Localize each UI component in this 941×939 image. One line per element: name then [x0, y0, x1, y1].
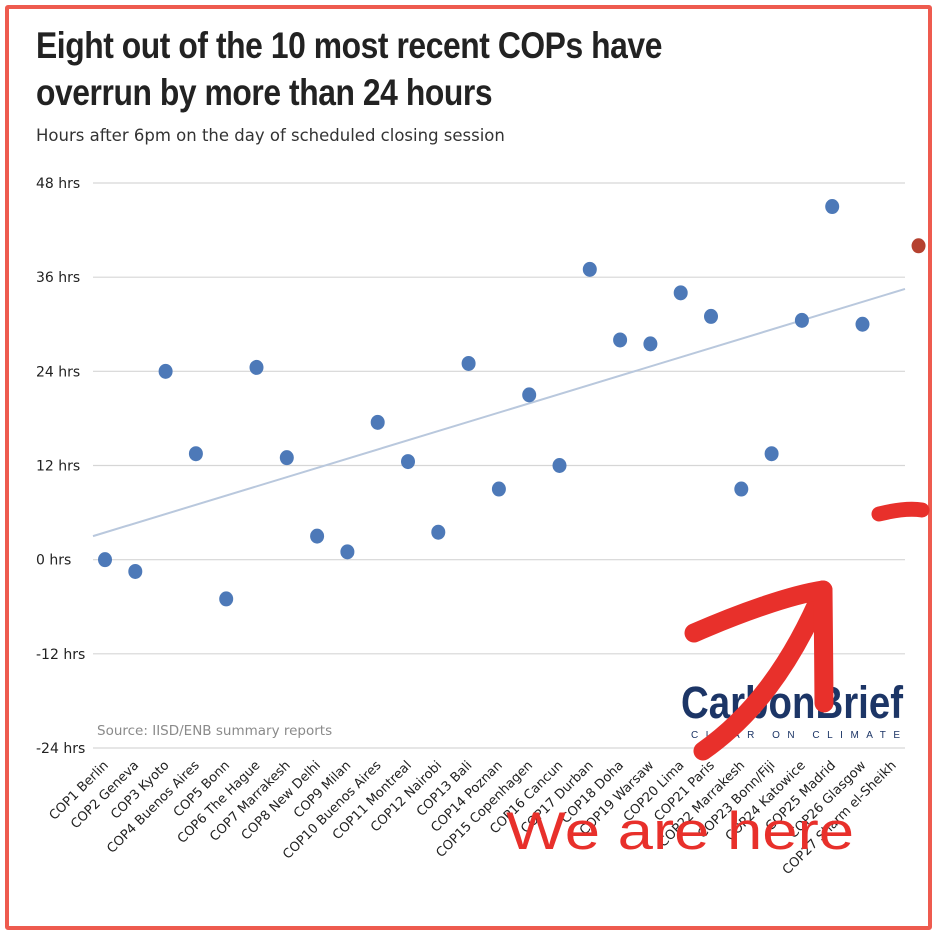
data-point: [340, 544, 355, 560]
data-point: [310, 528, 325, 544]
annotation-arrow-icon: [684, 501, 930, 761]
data-point: [643, 336, 658, 352]
data-point: [249, 359, 264, 375]
data-point: [613, 332, 628, 348]
data-point: [370, 414, 385, 430]
logo-tagline: CLEAR ON CLIMATE: [691, 730, 903, 741]
gridlines: [93, 182, 905, 749]
data-point: [158, 363, 173, 379]
carbonbrief-logo: CarbonBrief CLEAR ON CLIMATE: [681, 677, 904, 741]
y-tick-label: 0 hrs: [36, 553, 71, 569]
y-axis-ticks: 48 hrs 36 hrs 24 hrs 12 hrs 0 hrs -12 hrs -24 …: [36, 176, 85, 757]
data-point: [855, 316, 870, 332]
data-point: [825, 199, 840, 215]
data-point: [431, 524, 446, 540]
data-point: [491, 481, 506, 497]
y-tick-label: -12 hrs: [36, 647, 85, 663]
data-point: [522, 387, 537, 403]
data-point: [128, 563, 143, 579]
data-point: [552, 458, 567, 473]
logo-text: CarbonBrief: [681, 677, 904, 728]
data-point: [188, 446, 203, 462]
y-tick-label: 24 hrs: [36, 364, 80, 380]
chart-subtitle: Hours after 6pm on the day of scheduled …: [36, 126, 505, 145]
annotation-label: We are here: [506, 802, 854, 861]
data-point: [279, 450, 294, 466]
data-point: [582, 261, 597, 277]
trend-line: [92, 287, 906, 538]
y-tick-label: 48 hrs: [36, 176, 80, 192]
data-point: [794, 312, 809, 328]
data-point: [704, 308, 718, 324]
data-point: [764, 446, 779, 462]
y-tick-label: 12 hrs: [36, 459, 80, 475]
data-points: [98, 199, 926, 607]
data-point: [98, 552, 112, 568]
data-point: [673, 285, 688, 301]
y-tick-label: -24 hrs: [36, 741, 85, 757]
data-point: [401, 454, 415, 470]
chart-title: Eight out of the 10 most recent COPs hav…: [36, 25, 662, 113]
data-point: [219, 591, 234, 607]
source-note: Source: IISD/ENB summary reports: [97, 723, 332, 739]
y-tick-label: 36 hrs: [36, 270, 80, 286]
data-point: [734, 481, 749, 497]
data-point: [461, 355, 476, 371]
data-point: [911, 238, 926, 254]
image-frame: [5, 5, 932, 930]
